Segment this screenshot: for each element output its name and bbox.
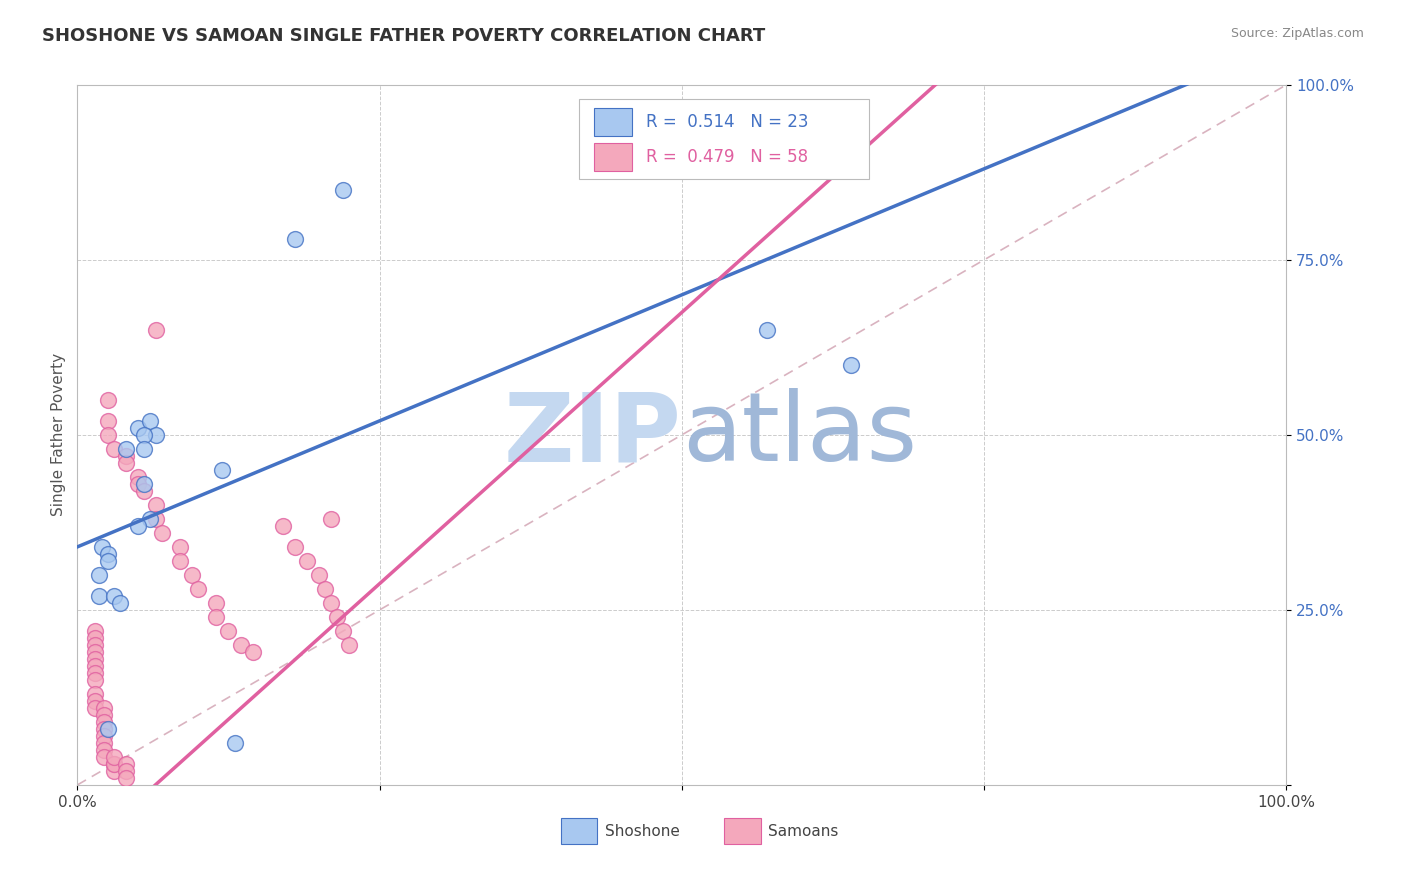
Text: R =  0.479   N = 58: R = 0.479 N = 58	[645, 148, 808, 166]
Point	[839, 358, 862, 372]
Point	[84, 673, 107, 687]
Point	[150, 525, 173, 540]
Point	[87, 589, 110, 603]
Point	[103, 442, 125, 456]
Point	[145, 323, 167, 337]
Point	[205, 610, 228, 624]
Point	[284, 540, 307, 554]
Text: SHOSHONE VS SAMOAN SINGLE FATHER POVERTY CORRELATION CHART: SHOSHONE VS SAMOAN SINGLE FATHER POVERTY…	[42, 27, 765, 45]
Point	[284, 232, 307, 246]
Point	[96, 722, 118, 736]
Point	[242, 645, 264, 659]
Point	[93, 714, 115, 729]
Point	[145, 428, 167, 442]
Point	[103, 756, 125, 771]
Point	[114, 771, 136, 785]
Point	[103, 756, 125, 771]
Point	[93, 743, 115, 757]
Point	[321, 512, 343, 526]
Point	[103, 589, 125, 603]
Point	[96, 547, 118, 561]
Point	[145, 498, 167, 512]
Point	[127, 476, 149, 491]
Point	[84, 624, 107, 638]
Point	[314, 582, 336, 596]
Point	[84, 701, 107, 715]
FancyBboxPatch shape	[593, 143, 633, 171]
Point	[114, 756, 136, 771]
Point	[96, 428, 118, 442]
Point	[139, 414, 162, 428]
Point	[84, 631, 107, 645]
Point	[132, 483, 155, 498]
Point	[326, 610, 349, 624]
Text: Shoshone: Shoshone	[605, 823, 679, 838]
Text: ZIP: ZIP	[503, 388, 682, 482]
Text: Samoans: Samoans	[768, 823, 838, 838]
Point	[308, 568, 330, 582]
Point	[224, 736, 246, 750]
Point	[132, 428, 155, 442]
FancyBboxPatch shape	[561, 818, 598, 845]
Text: R =  0.514   N = 23: R = 0.514 N = 23	[645, 113, 808, 131]
Point	[96, 414, 118, 428]
Point	[755, 323, 778, 337]
Point	[84, 638, 107, 652]
FancyBboxPatch shape	[579, 99, 869, 179]
Point	[271, 519, 294, 533]
Point	[218, 624, 240, 638]
Point	[114, 456, 136, 470]
Point	[114, 449, 136, 463]
Point	[127, 421, 149, 435]
Point	[93, 750, 115, 764]
Point	[96, 392, 118, 407]
Point	[295, 554, 318, 568]
Y-axis label: Single Father Poverty: Single Father Poverty	[51, 353, 66, 516]
Point	[127, 470, 149, 484]
Point	[84, 694, 107, 708]
Text: atlas: atlas	[682, 388, 917, 482]
Point	[84, 652, 107, 666]
Point	[181, 568, 204, 582]
Point	[93, 701, 115, 715]
Point	[103, 750, 125, 764]
FancyBboxPatch shape	[724, 818, 761, 845]
Point	[339, 638, 360, 652]
Point	[103, 764, 125, 778]
Point	[108, 596, 131, 610]
Point	[93, 708, 115, 723]
Point	[169, 554, 191, 568]
Point	[84, 665, 107, 680]
FancyBboxPatch shape	[593, 108, 633, 136]
Point	[114, 442, 136, 456]
Point	[93, 736, 115, 750]
Point	[93, 729, 115, 743]
Point	[332, 183, 354, 197]
Point	[321, 596, 343, 610]
Point	[84, 645, 107, 659]
Point	[84, 687, 107, 701]
Point	[169, 540, 191, 554]
Point	[114, 764, 136, 778]
Point	[84, 659, 107, 673]
Point	[229, 638, 252, 652]
Point	[211, 463, 233, 477]
Point	[205, 596, 228, 610]
Point	[332, 624, 354, 638]
Point	[90, 540, 112, 554]
Point	[93, 722, 115, 736]
Point	[145, 512, 167, 526]
Point	[132, 476, 155, 491]
Point	[132, 442, 155, 456]
Point	[187, 582, 209, 596]
Point	[96, 554, 118, 568]
Point	[87, 568, 110, 582]
Point	[127, 519, 149, 533]
Point	[139, 512, 162, 526]
Text: Source: ZipAtlas.com: Source: ZipAtlas.com	[1230, 27, 1364, 40]
